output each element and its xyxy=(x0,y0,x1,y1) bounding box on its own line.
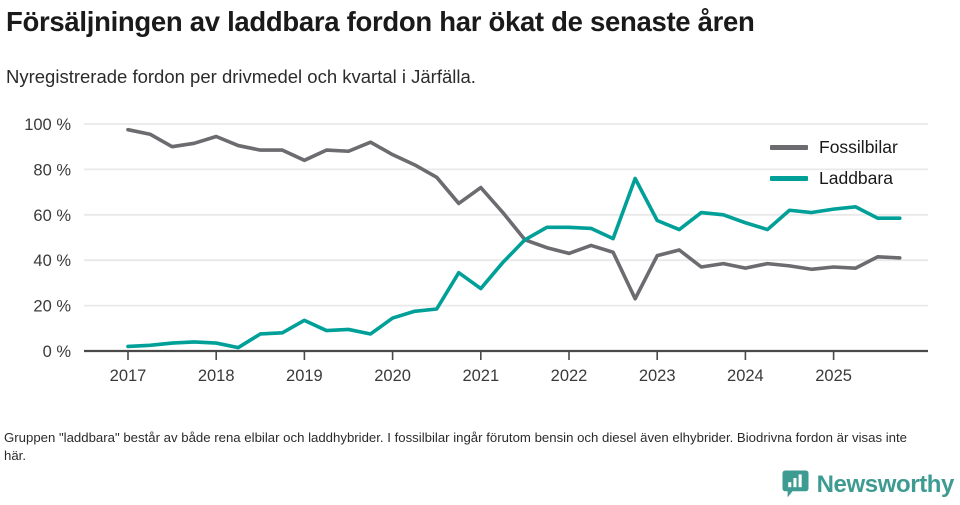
x-axis-tick-label: 2018 xyxy=(198,367,235,385)
newsworthy-logo[interactable]: Newsworthy xyxy=(782,470,954,500)
page-title: Försäljningen av laddbara fordon har öka… xyxy=(6,6,755,37)
x-axis-tick-label: 2017 xyxy=(110,367,147,385)
page-subtitle: Nyregistrerade fordon per drivmedel och … xyxy=(6,66,476,87)
legend-label-fossilbilar: Fossilbilar xyxy=(819,137,898,157)
chart-legend: Fossilbilar Laddbara xyxy=(770,132,960,194)
y-axis-tick-label: 80 % xyxy=(33,161,71,179)
x-axis-tick-label: 2022 xyxy=(551,367,588,385)
footnote-line-1: Gruppen "laddbara" består av både rena e… xyxy=(4,430,669,445)
series-line-fossilbilar xyxy=(126,127,902,301)
legend-swatch-laddbara xyxy=(770,176,808,181)
x-axis-tick-label: 2025 xyxy=(815,367,852,385)
x-axis-tick-label: 2021 xyxy=(462,367,499,385)
legend-swatch-fossilbilar xyxy=(770,145,808,150)
x-axis-tick-label: 2024 xyxy=(727,367,764,385)
footnote-line-2: elhybrider. Biodrivna fordon är visas in… xyxy=(4,430,907,463)
y-axis-tick-label: 100 % xyxy=(24,116,71,134)
logo-wordmark: Newsworthy xyxy=(816,471,955,498)
y-axis-tick-label: 20 % xyxy=(33,298,71,316)
chart-footnote: Gruppen "laddbara" består av både rena e… xyxy=(4,429,909,465)
y-axis-tick-label: 60 % xyxy=(33,207,71,225)
y-axis-tick-label: 0 % xyxy=(43,343,72,361)
x-axis-tick-label: 2019 xyxy=(286,367,323,385)
legend-item-laddbara[interactable]: Laddbara xyxy=(770,163,960,194)
x-axis-tick-label: 2020 xyxy=(374,367,411,385)
legend-item-fossilbilar[interactable]: Fossilbilar xyxy=(770,132,960,163)
y-axis-tick-label: 40 % xyxy=(33,252,71,270)
legend-label-laddbara: Laddbara xyxy=(819,168,893,188)
chart-canvas: 0 % 20 % 40 % 60 % 80 % 100 % 2017 2018 2019 2020… xyxy=(24,116,928,385)
x-axis-tick-label: 2023 xyxy=(639,367,676,385)
series-line-laddbara xyxy=(126,176,902,350)
bar-chart-bubble-icon xyxy=(782,470,809,500)
line-chart: 0 % 20 % 40 % 60 % 80 % 100 % 2017 2018 2019 2020… xyxy=(0,110,960,390)
